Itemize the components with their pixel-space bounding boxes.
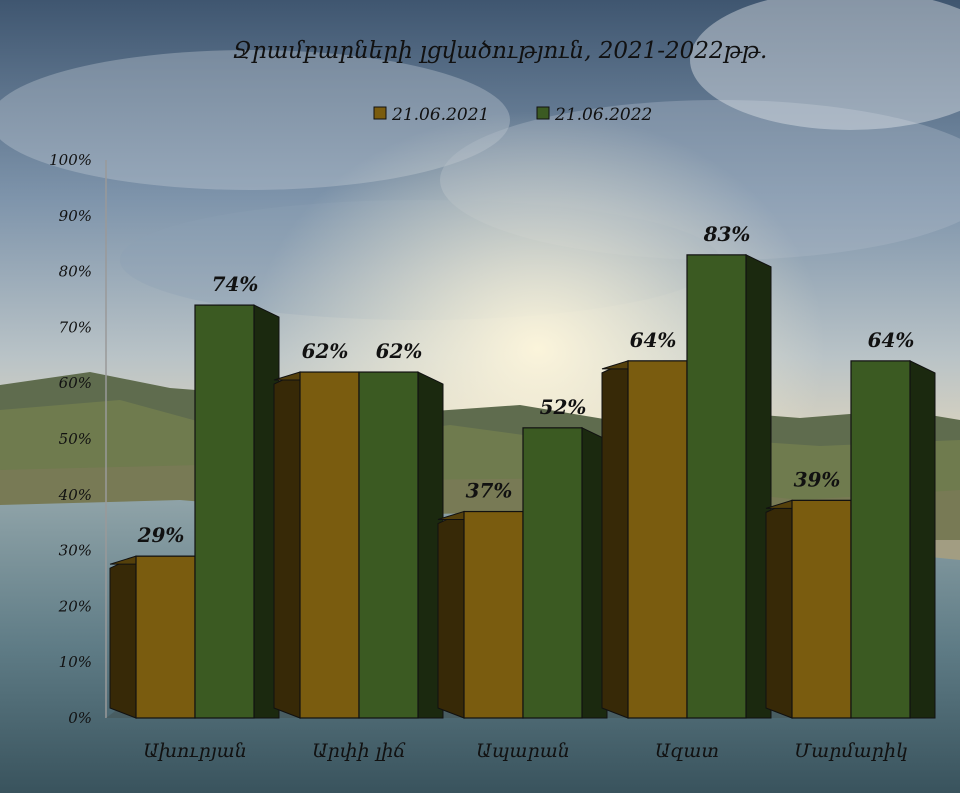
y-tick-label: 0% xyxy=(68,709,92,727)
category-label: Մարմարիկ xyxy=(794,740,908,762)
y-tick-label: 60% xyxy=(59,374,92,392)
y-tick-label: 90% xyxy=(59,207,92,225)
bar-front xyxy=(135,555,196,719)
value-label: 64% xyxy=(630,328,677,352)
bar-2022-0 xyxy=(194,304,280,719)
value-label: 74% xyxy=(212,272,259,296)
category-label: Ազատ xyxy=(655,740,719,762)
value-label: 83% xyxy=(703,222,751,246)
value-label: 37% xyxy=(466,479,513,503)
y-tick-label: 40% xyxy=(58,486,92,504)
legend-swatch-2021 xyxy=(373,106,387,120)
y-tick-labels: 0% 10% 20% 30% 40% 50% 60% 70% 80% 90% 100% xyxy=(49,151,92,727)
bar-2022-1 xyxy=(358,371,444,719)
category-label: Ախուրյան xyxy=(143,740,247,762)
category-labels: Ախուրյան Արփի լիճ Ապարան Ազատ Մարմարիկ xyxy=(143,740,908,762)
bar-front xyxy=(299,371,360,719)
value-label: 29% xyxy=(137,523,185,547)
bar-front xyxy=(194,304,255,719)
bar-front xyxy=(358,371,419,719)
category-label: Ապարան xyxy=(476,740,570,762)
value-labels: 29% 74% 62% 62% 37% 52% 64% 83% 39% 64% xyxy=(137,222,915,547)
y-tick-label: 100% xyxy=(49,151,92,169)
bar-front xyxy=(791,499,852,719)
value-label: 62% xyxy=(376,339,423,363)
value-label: 52% xyxy=(540,395,587,419)
category-label: Արփի լիճ xyxy=(312,740,406,762)
y-tick-label: 80% xyxy=(59,263,92,281)
y-tick-label: 50% xyxy=(59,430,92,448)
bar-2022-4 xyxy=(850,360,936,719)
bar-side xyxy=(437,510,465,719)
bar-front xyxy=(627,360,688,719)
bar-2021-2 xyxy=(437,510,524,719)
bar-2021-4 xyxy=(765,499,852,719)
bar-front xyxy=(463,510,524,719)
value-label: 39% xyxy=(794,467,841,491)
bar-front xyxy=(522,427,583,719)
legend-label-2021: 21.06.2021 xyxy=(391,105,489,125)
bar-side xyxy=(909,360,936,719)
bar-side xyxy=(765,499,793,719)
bars xyxy=(109,254,936,719)
y-tick-label: 20% xyxy=(58,597,92,615)
bar-side xyxy=(109,555,137,719)
bar-2022-3 xyxy=(686,254,772,719)
bar-2021-1 xyxy=(273,371,360,719)
bar-side xyxy=(601,360,629,719)
legend-label-2022: 21.06.2022 xyxy=(554,105,652,125)
bar-side xyxy=(273,371,301,719)
legend-swatch-2022 xyxy=(536,106,550,120)
y-tick-label: 70% xyxy=(59,318,92,336)
bar-2021-0 xyxy=(109,555,196,719)
legend: 21.06.2021 21.06.2022 xyxy=(373,105,652,125)
value-label: 64% xyxy=(868,328,915,352)
bar-2022-2 xyxy=(522,427,608,719)
bar-front xyxy=(686,254,747,719)
y-tick-label: 10% xyxy=(59,653,92,671)
chart-title: Ջրամբարների լցվածություն, 2021-2022թթ. xyxy=(233,38,768,64)
bar-2021-3 xyxy=(601,360,688,719)
value-label: 62% xyxy=(302,339,349,363)
y-tick-label: 30% xyxy=(59,542,92,560)
bar-front xyxy=(850,360,911,719)
